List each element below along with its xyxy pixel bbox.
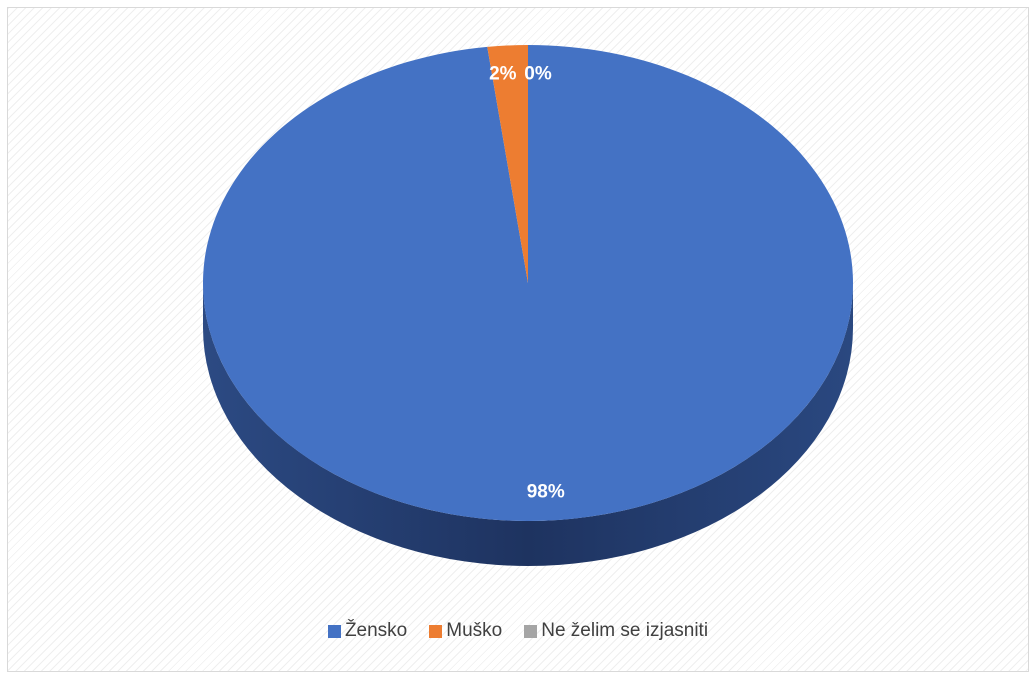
legend-swatch-zensko (327, 624, 341, 638)
pie-top (203, 45, 853, 521)
data-label-musko: 2% (489, 64, 517, 85)
legend: Žensko Muško Ne želim se izjasniti (0, 620, 1036, 642)
legend-swatch-ne-zelim (524, 624, 538, 638)
pie-slice-musko (487, 45, 528, 283)
legend-label-zensko: Žensko (344, 620, 408, 641)
pie-side-zensko (203, 283, 853, 566)
data-label-zensko: 98% (527, 482, 565, 503)
legend-label-ne-zelim: Ne želim se izjasniti (541, 620, 709, 641)
legend-swatch-musko (429, 624, 443, 638)
data-label-ne-zelim-se-izjasniti: 0% (524, 63, 552, 84)
pie-depth (203, 283, 853, 566)
legend-label-musko: Muško (446, 620, 503, 641)
pie-labels: 98% 2% 0% (489, 63, 565, 502)
legend-item-zensko: Žensko (327, 620, 408, 642)
legend-item-musko: Muško (429, 620, 502, 642)
legend-item-ne-zelim: Ne želim se izjasniti (524, 620, 708, 642)
